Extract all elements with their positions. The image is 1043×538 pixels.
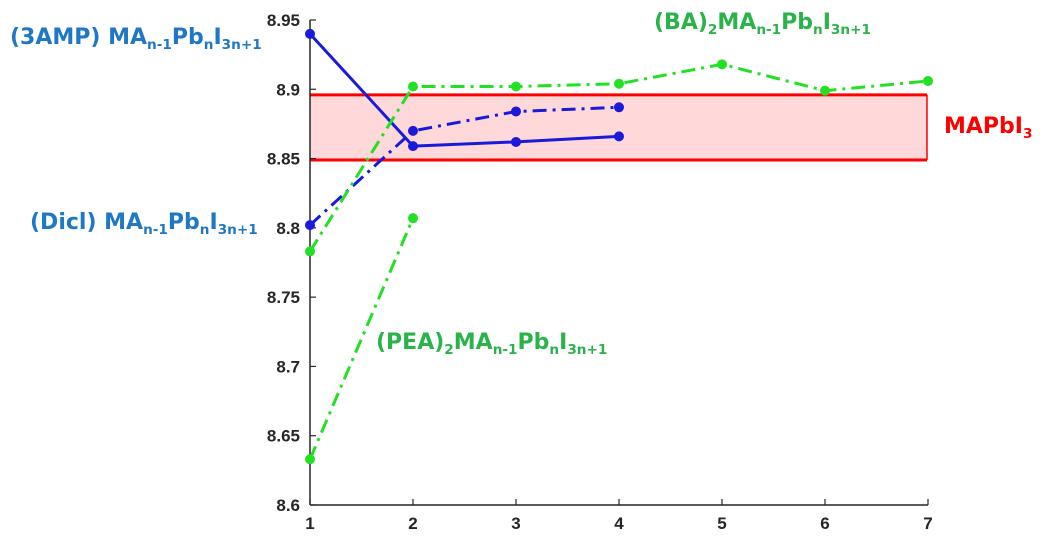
data-point-pea	[408, 213, 418, 224]
data-point-ba	[511, 81, 521, 92]
y-tick-label: 8.65	[267, 427, 300, 446]
x-tick-label: 4	[614, 514, 624, 533]
data-point-ba	[408, 81, 418, 92]
y-tick-label: 8.7	[276, 357, 300, 376]
x-tick-label: 7	[923, 514, 932, 533]
data-point-3amp	[305, 28, 315, 39]
data-point-ba	[923, 75, 933, 86]
label-ba: (BA)2MAn-1PbnI3n+1	[654, 10, 871, 38]
y-tick-label: 8.6	[276, 496, 300, 515]
data-point-dicl	[408, 125, 418, 136]
series-layer	[305, 28, 933, 465]
data-point-dicl	[511, 106, 521, 117]
x-tick-label: 6	[820, 514, 829, 533]
axes: 8.6 8.65 8.7 8.75 8.8 8.85 8.9 8.95 1 2 3 4 5 6 7	[267, 11, 933, 533]
data-point-3amp	[511, 136, 521, 147]
y-tick-label: 8.9	[276, 80, 300, 99]
label-mapbi3: MAPbI3	[944, 114, 1033, 142]
series-line-3amp	[308, 32, 620, 148]
label-3amp: (3AMP) MAn-1PbnI3n+1	[10, 25, 262, 53]
label-dicl: (Dicl) MAn-1PbnI3n+1	[30, 210, 258, 238]
data-point-ba	[614, 78, 624, 89]
label-pea: (PEA)2MAn-1PbnI3n+1	[376, 330, 608, 358]
data-point-dicl	[614, 102, 624, 113]
x-tick-label: 3	[511, 514, 520, 533]
y-tick-label: 8.95	[267, 11, 300, 30]
x-tick-label: 1	[305, 514, 314, 533]
data-point-ba	[305, 246, 315, 257]
series-line-dicl	[308, 105, 620, 227]
data-point-3amp	[408, 141, 418, 152]
data-point-dicl	[305, 220, 315, 231]
y-tick-label: 8.8	[276, 219, 300, 238]
y-tick-label: 8.75	[267, 288, 300, 307]
x-tick-label: 2	[408, 514, 417, 533]
y-tick-label: 8.85	[267, 150, 300, 169]
x-tick-label: 5	[717, 514, 726, 533]
data-point-pea	[305, 454, 315, 465]
data-point-ba	[820, 85, 830, 96]
data-point-3amp	[614, 131, 624, 142]
data-point-ba	[717, 59, 727, 70]
